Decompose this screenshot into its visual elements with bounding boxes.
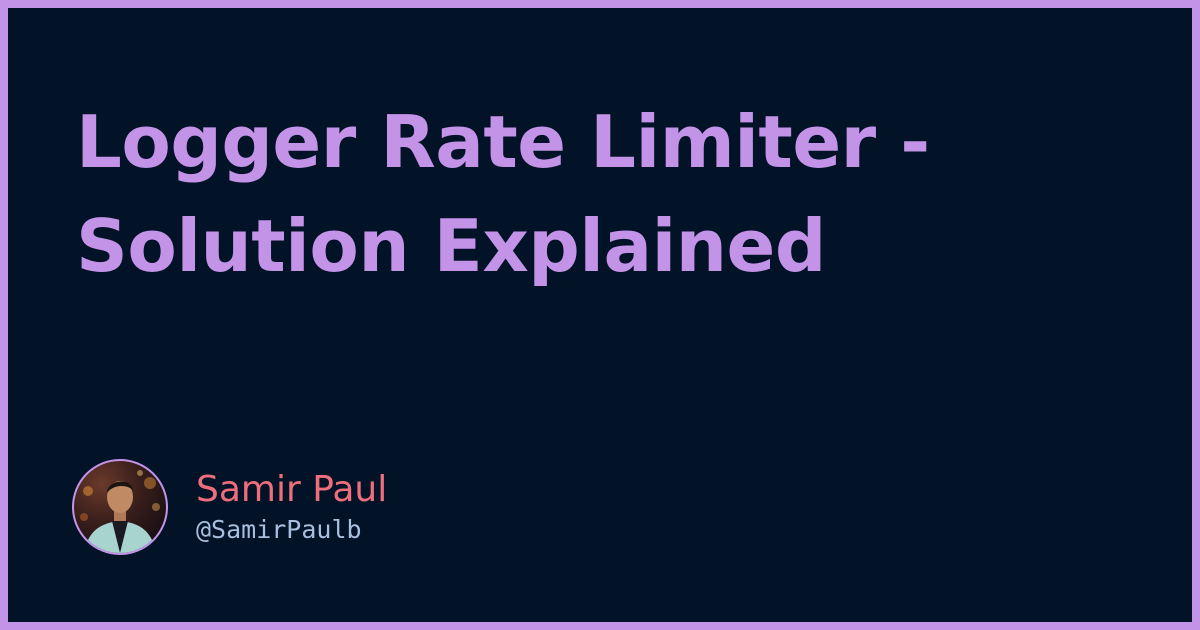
page-title: Logger Rate Limiter - Solution Explained <box>76 100 930 288</box>
author-block: Samir Paul @SamirPaulb <box>72 459 387 555</box>
author-handle: @SamirPaulb <box>196 515 362 544</box>
avatar <box>72 459 168 555</box>
og-card: Logger Rate Limiter - Solution Explained <box>8 8 1192 622</box>
author-name: Samir Paul <box>196 469 388 510</box>
avatar-portrait-icon <box>80 470 160 553</box>
author-text: Samir Paul @SamirPaulb <box>196 468 387 546</box>
